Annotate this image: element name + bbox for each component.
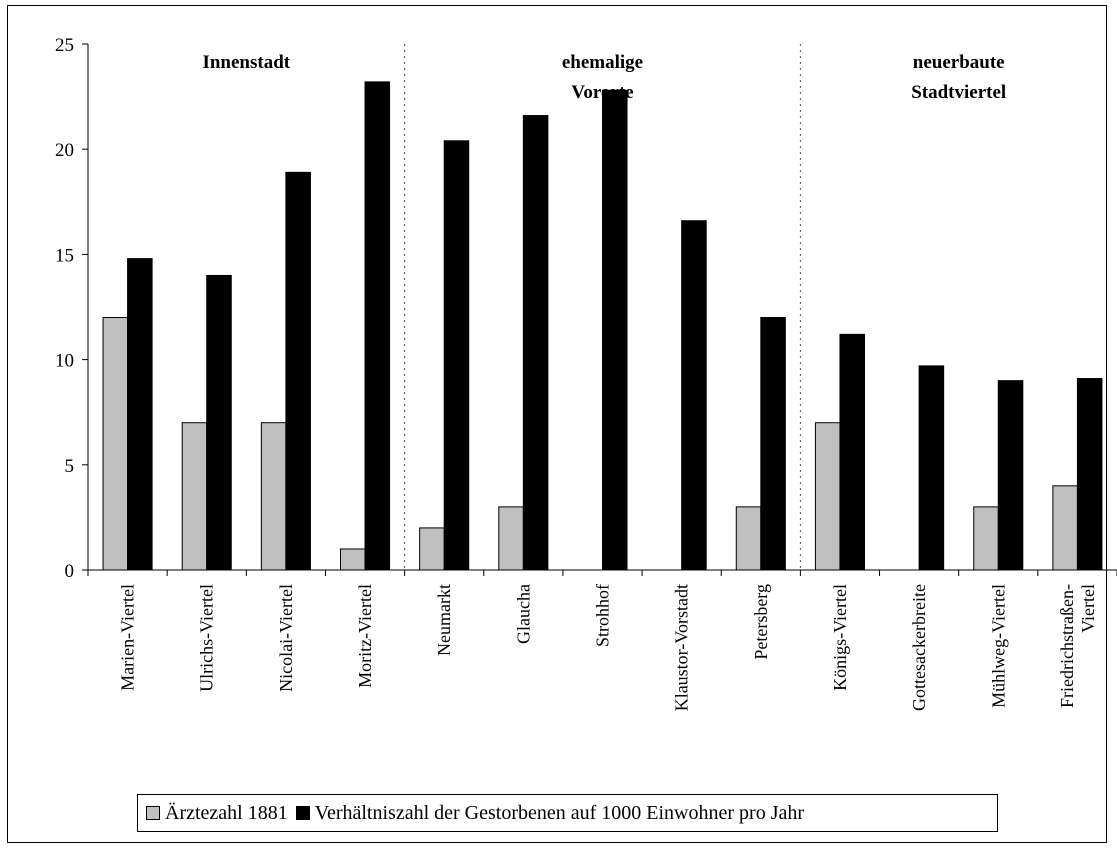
bar-series-1 — [498, 506, 524, 571]
bar-series-1 — [973, 506, 999, 571]
category-label: Nicolai-Viertel — [276, 584, 296, 692]
group-label: neuerbaute — [913, 52, 1005, 73]
bar-series-2 — [127, 258, 153, 571]
category-label: Neumarkt — [434, 584, 454, 656]
bar-series-2 — [918, 365, 945, 571]
category-label: Petersberg — [751, 584, 771, 660]
bar-series-1 — [102, 317, 129, 571]
bar-series-2 — [206, 274, 232, 571]
bar-series-2 — [443, 140, 470, 571]
legend-item-series-2: Verhältniszahl der Gestorbenen auf 1000 … — [295, 801, 805, 825]
category-label: Mühlweg-Viertel — [988, 584, 1008, 708]
legend-swatch-series-2 — [295, 806, 310, 820]
legend-label-series-1: Ärztezahl 1881 — [165, 801, 288, 824]
category-label: Glaucha — [513, 584, 533, 644]
category-label: Gottesackerbreite — [909, 584, 929, 711]
y-tick-label: 5 — [65, 456, 75, 477]
category-label: Friedrichstraßen- — [1057, 584, 1077, 708]
bar-series-2 — [1076, 378, 1103, 571]
category-label: Moritz-Viertel — [355, 584, 375, 688]
bar-series-2 — [997, 380, 1024, 571]
bar-series-2 — [602, 89, 628, 571]
bar-series-2 — [285, 171, 311, 571]
bar-series-1 — [340, 548, 366, 571]
bar-series-2 — [522, 115, 549, 571]
category-label: Ulrichs-Viertel — [197, 584, 217, 692]
category-label: Klaustor-Vorstadt — [672, 584, 692, 711]
bar-series-1 — [1052, 485, 1078, 571]
bar-series-1 — [735, 506, 762, 571]
bar-series-1 — [419, 527, 445, 571]
category-label: Königs-Viertel — [830, 584, 850, 691]
y-tick-label: 0 — [65, 561, 75, 582]
group-label: Innenstadt — [202, 52, 290, 73]
bar-series-1 — [181, 422, 208, 571]
chart-frame — [7, 5, 1107, 843]
category-label: Strohhof — [593, 584, 613, 647]
legend: Ärztezahl 1881 Verhältniszahl der Gestor… — [137, 794, 998, 832]
y-tick-label: 15 — [55, 245, 74, 266]
group-label: Stadtviertel — [911, 82, 1006, 103]
y-tick-label: 10 — [55, 351, 74, 372]
labels: Marien-Viertel Ulrichs-Viertel Nicolai-Vie… — [118, 52, 1098, 711]
bar-series-1 — [814, 422, 841, 571]
y-tick-label: 20 — [55, 140, 74, 161]
legend-label-series-2: Verhältniszahl der Gestorbenen auf 1000 … — [314, 801, 805, 824]
category-label: Viertel — [1078, 584, 1098, 633]
bar-series-1 — [260, 422, 287, 571]
group-label: ehemalige — [562, 52, 643, 73]
y-tick-label: 25 — [55, 35, 74, 56]
group-label: Vororte — [571, 82, 633, 103]
bar-series-2 — [681, 220, 707, 571]
category-label: Marien-Viertel — [118, 584, 138, 691]
bar-series-2 — [364, 81, 391, 571]
bar-series-2 — [839, 333, 865, 571]
bar-series-2 — [760, 317, 786, 571]
legend-item-series-1: Ärztezahl 1881 — [146, 802, 288, 825]
bars — [102, 81, 1103, 571]
legend-swatch-series-1 — [146, 806, 160, 820]
